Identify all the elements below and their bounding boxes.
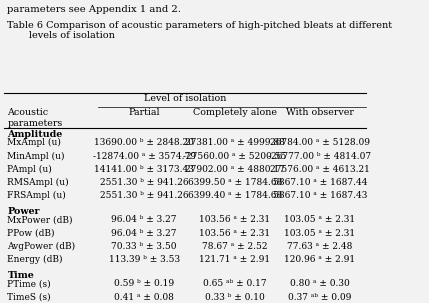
Text: 27381.00 ᵃ ± 4999.88: 27381.00 ᵃ ± 4999.88: [185, 138, 285, 147]
Text: 77.63 ᵃ ± 2.48: 77.63 ᵃ ± 2.48: [287, 242, 353, 251]
Text: Amplitude: Amplitude: [7, 130, 63, 139]
Text: 78.67 ᵃ ± 2.52: 78.67 ᵃ ± 2.52: [202, 242, 268, 251]
Text: Level of isolation: Level of isolation: [144, 94, 226, 103]
Text: 6399.40 ᵃ ± 1784.68: 6399.40 ᵃ ± 1784.68: [187, 191, 282, 200]
Text: 0.65 ᵃᵇ ± 0.17: 0.65 ᵃᵇ ± 0.17: [203, 279, 266, 288]
Text: 103.05 ᵃ ± 2.31: 103.05 ᵃ ± 2.31: [284, 229, 355, 238]
Text: Energy (dB): Energy (dB): [7, 255, 63, 264]
Text: 103.56 ᵃ ± 2.31: 103.56 ᵃ ± 2.31: [199, 229, 270, 238]
Text: 5867.10 ᵃ ± 1687.44: 5867.10 ᵃ ± 1687.44: [272, 178, 367, 187]
Text: 27576.00 ᵃ ± 4613.21: 27576.00 ᵃ ± 4613.21: [270, 165, 370, 174]
Text: 14141.00 ᵇ ± 3173.43: 14141.00 ᵇ ± 3173.43: [94, 165, 194, 174]
Text: 13690.00 ᵇ ± 2848.20: 13690.00 ᵇ ± 2848.20: [94, 138, 194, 147]
Text: 0.37 ᵃᵇ ± 0.09: 0.37 ᵃᵇ ± 0.09: [288, 293, 351, 301]
Text: Completely alone: Completely alone: [193, 108, 277, 118]
Text: 5867.10 ᵃ ± 1687.43: 5867.10 ᵃ ± 1687.43: [272, 191, 367, 200]
Text: PPow (dB): PPow (dB): [7, 229, 55, 238]
Text: -27560.00 ᵃ ± 5200.55: -27560.00 ᵃ ± 5200.55: [183, 152, 287, 161]
Text: MinAmpl (u): MinAmpl (u): [7, 152, 65, 161]
Text: 103.56 ᵃ ± 2.31: 103.56 ᵃ ± 2.31: [199, 215, 270, 225]
Text: 120.96 ᵃ ± 2.91: 120.96 ᵃ ± 2.91: [284, 255, 355, 264]
Text: With observer: With observer: [286, 108, 354, 118]
Text: 0.80 ᵃ ± 0.30: 0.80 ᵃ ± 0.30: [290, 279, 350, 288]
Text: 121.71 ᵃ ± 2.91: 121.71 ᵃ ± 2.91: [199, 255, 270, 264]
Text: -26777.00 ᵇ ± 4814.07: -26777.00 ᵇ ± 4814.07: [268, 152, 372, 161]
Text: 6399.50 ᵃ ± 1784.68: 6399.50 ᵃ ± 1784.68: [187, 178, 282, 187]
Text: 0.59 ᵇ ± 0.19: 0.59 ᵇ ± 0.19: [114, 279, 174, 288]
Text: 0.41 ᵃ ± 0.08: 0.41 ᵃ ± 0.08: [114, 293, 174, 301]
Text: 70.33 ᵇ ± 3.50: 70.33 ᵇ ± 3.50: [112, 242, 177, 251]
Text: FRSAmpl (u): FRSAmpl (u): [7, 191, 66, 201]
Text: 27902.00 ᵃ ± 4880.17: 27902.00 ᵃ ± 4880.17: [185, 165, 285, 174]
Text: 0.33 ᵇ ± 0.10: 0.33 ᵇ ± 0.10: [205, 293, 265, 301]
Text: 96.04 ᵇ ± 3.27: 96.04 ᵇ ± 3.27: [112, 229, 177, 238]
Text: PAmpl (u): PAmpl (u): [7, 165, 52, 174]
Text: Partial: Partial: [128, 108, 160, 118]
Text: -12874.00 ᵃ ± 3574.79: -12874.00 ᵃ ± 3574.79: [93, 152, 196, 161]
Text: 2551.30 ᵇ ± 941.26: 2551.30 ᵇ ± 941.26: [100, 191, 188, 200]
Text: TimeS (s): TimeS (s): [7, 293, 51, 301]
Text: 103.05 ᵃ ± 2.31: 103.05 ᵃ ± 2.31: [284, 215, 355, 225]
Text: Time: Time: [7, 271, 34, 280]
Text: MxAmpl (u): MxAmpl (u): [7, 138, 61, 148]
Text: 26784.00 ᵃ ± 5128.09: 26784.00 ᵃ ± 5128.09: [270, 138, 370, 147]
Text: Acoustic
parameters: Acoustic parameters: [7, 108, 63, 128]
Text: parameters see Appendix 1 and 2.: parameters see Appendix 1 and 2.: [7, 5, 181, 14]
Text: RMSAmpl (u): RMSAmpl (u): [7, 178, 69, 187]
Text: Power: Power: [7, 207, 40, 216]
Text: 113.39 ᵇ ± 3.53: 113.39 ᵇ ± 3.53: [109, 255, 180, 264]
Text: PTime (s): PTime (s): [7, 279, 51, 288]
Text: MxPower (dB): MxPower (dB): [7, 215, 73, 225]
Text: 2551.30 ᵇ ± 941.26: 2551.30 ᵇ ± 941.26: [100, 178, 188, 187]
Text: Table 6 Comparison of acoustic parameters of high-pitched bleats at different
  : Table 6 Comparison of acoustic parameter…: [7, 21, 393, 40]
Text: AvgPower (dB): AvgPower (dB): [7, 242, 76, 251]
Text: 96.04 ᵇ ± 3.27: 96.04 ᵇ ± 3.27: [112, 215, 177, 225]
